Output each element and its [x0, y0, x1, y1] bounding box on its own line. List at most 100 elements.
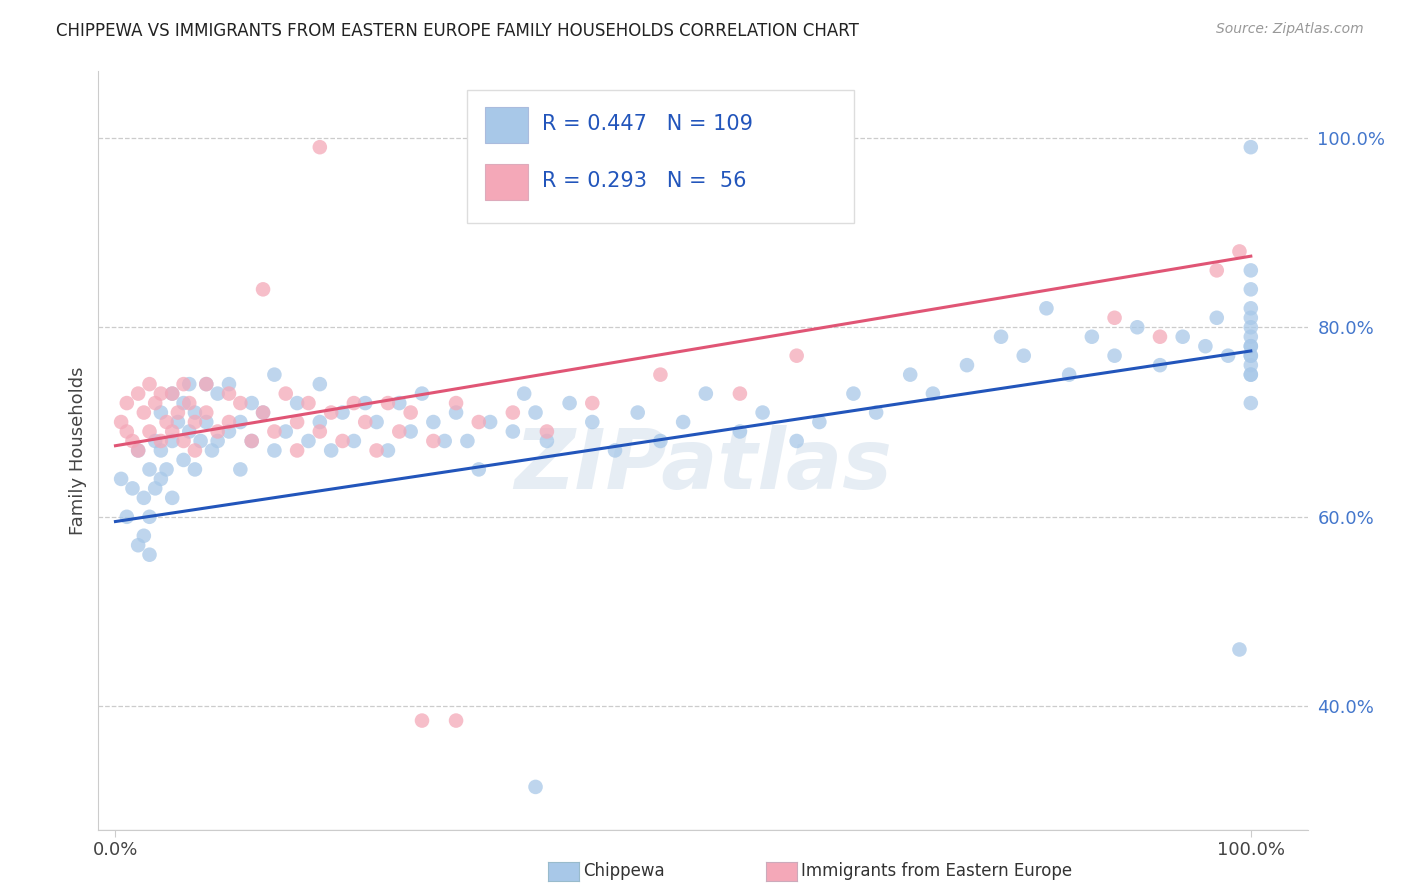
Text: Immigrants from Eastern Europe: Immigrants from Eastern Europe: [801, 863, 1073, 880]
Point: [252, 282, 274, 296]
Point: [1057, 368, 1080, 382]
Point: [308, 140, 330, 154]
Point: [308, 377, 330, 392]
Point: [240, 434, 263, 448]
Point: [160, 386, 183, 401]
Point: [728, 386, 751, 401]
Point: [308, 425, 330, 439]
Point: [297, 434, 319, 448]
Point: [115, 396, 138, 410]
Point: [1012, 349, 1035, 363]
Point: [127, 538, 149, 552]
Point: [308, 415, 330, 429]
Point: [502, 425, 524, 439]
Point: [1104, 310, 1126, 325]
Point: [990, 330, 1012, 344]
Text: Source: ZipAtlas.com: Source: ZipAtlas.com: [1216, 22, 1364, 37]
Point: [195, 377, 218, 392]
Point: [650, 368, 672, 382]
Point: [1240, 349, 1263, 363]
Point: [229, 462, 252, 476]
Point: [1205, 263, 1227, 277]
Point: [399, 425, 422, 439]
Point: [1240, 310, 1263, 325]
Point: [110, 415, 132, 429]
Point: [1240, 358, 1263, 372]
Point: [1240, 368, 1263, 382]
Point: [149, 406, 172, 420]
Point: [195, 415, 218, 429]
Point: [411, 714, 433, 728]
Point: [1229, 642, 1251, 657]
Point: [366, 443, 388, 458]
Point: [274, 386, 297, 401]
Point: [143, 396, 166, 410]
Point: [366, 415, 388, 429]
Bar: [485, 107, 527, 144]
Point: [343, 396, 366, 410]
Point: [149, 386, 172, 401]
Point: [285, 415, 308, 429]
Point: [422, 434, 444, 448]
Text: Chippewa: Chippewa: [583, 863, 665, 880]
Point: [167, 415, 190, 429]
Point: [332, 406, 354, 420]
Point: [218, 386, 240, 401]
Point: [377, 443, 399, 458]
Point: [229, 396, 252, 410]
Point: [110, 472, 132, 486]
Point: [536, 425, 558, 439]
Point: [160, 491, 183, 505]
Point: [138, 548, 160, 562]
Point: [1149, 358, 1171, 372]
Point: [354, 415, 377, 429]
Point: [229, 415, 252, 429]
Point: [354, 396, 377, 410]
Point: [121, 434, 143, 448]
Point: [179, 425, 201, 439]
Point: [201, 443, 224, 458]
Point: [786, 434, 808, 448]
Point: [155, 415, 177, 429]
Point: [160, 434, 183, 448]
Point: [149, 434, 172, 448]
Point: [127, 386, 149, 401]
Point: [456, 434, 478, 448]
Point: [1126, 320, 1149, 334]
Point: [252, 406, 274, 420]
Point: [263, 443, 285, 458]
Point: [444, 396, 467, 410]
Point: [479, 415, 502, 429]
Point: [173, 396, 195, 410]
Point: [195, 377, 218, 392]
Point: [1240, 330, 1263, 344]
Point: [377, 396, 399, 410]
Point: [218, 425, 240, 439]
Point: [149, 443, 172, 458]
Bar: [485, 164, 527, 201]
Point: [138, 509, 160, 524]
Point: [207, 425, 229, 439]
Point: [558, 396, 581, 410]
Point: [468, 415, 491, 429]
Point: [1216, 349, 1239, 363]
Point: [808, 415, 831, 429]
Point: [173, 377, 195, 392]
Point: [138, 425, 160, 439]
Point: [1240, 339, 1263, 353]
Point: [444, 406, 467, 420]
Point: [132, 406, 155, 420]
Point: [399, 406, 422, 420]
Point: [160, 386, 183, 401]
Point: [865, 406, 887, 420]
Point: [115, 425, 138, 439]
Point: [898, 368, 921, 382]
Point: [184, 462, 207, 476]
Point: [728, 425, 751, 439]
Point: [263, 368, 285, 382]
Point: [321, 443, 343, 458]
Point: [179, 396, 201, 410]
Point: [581, 415, 603, 429]
Point: [115, 509, 138, 524]
Point: [132, 529, 155, 543]
